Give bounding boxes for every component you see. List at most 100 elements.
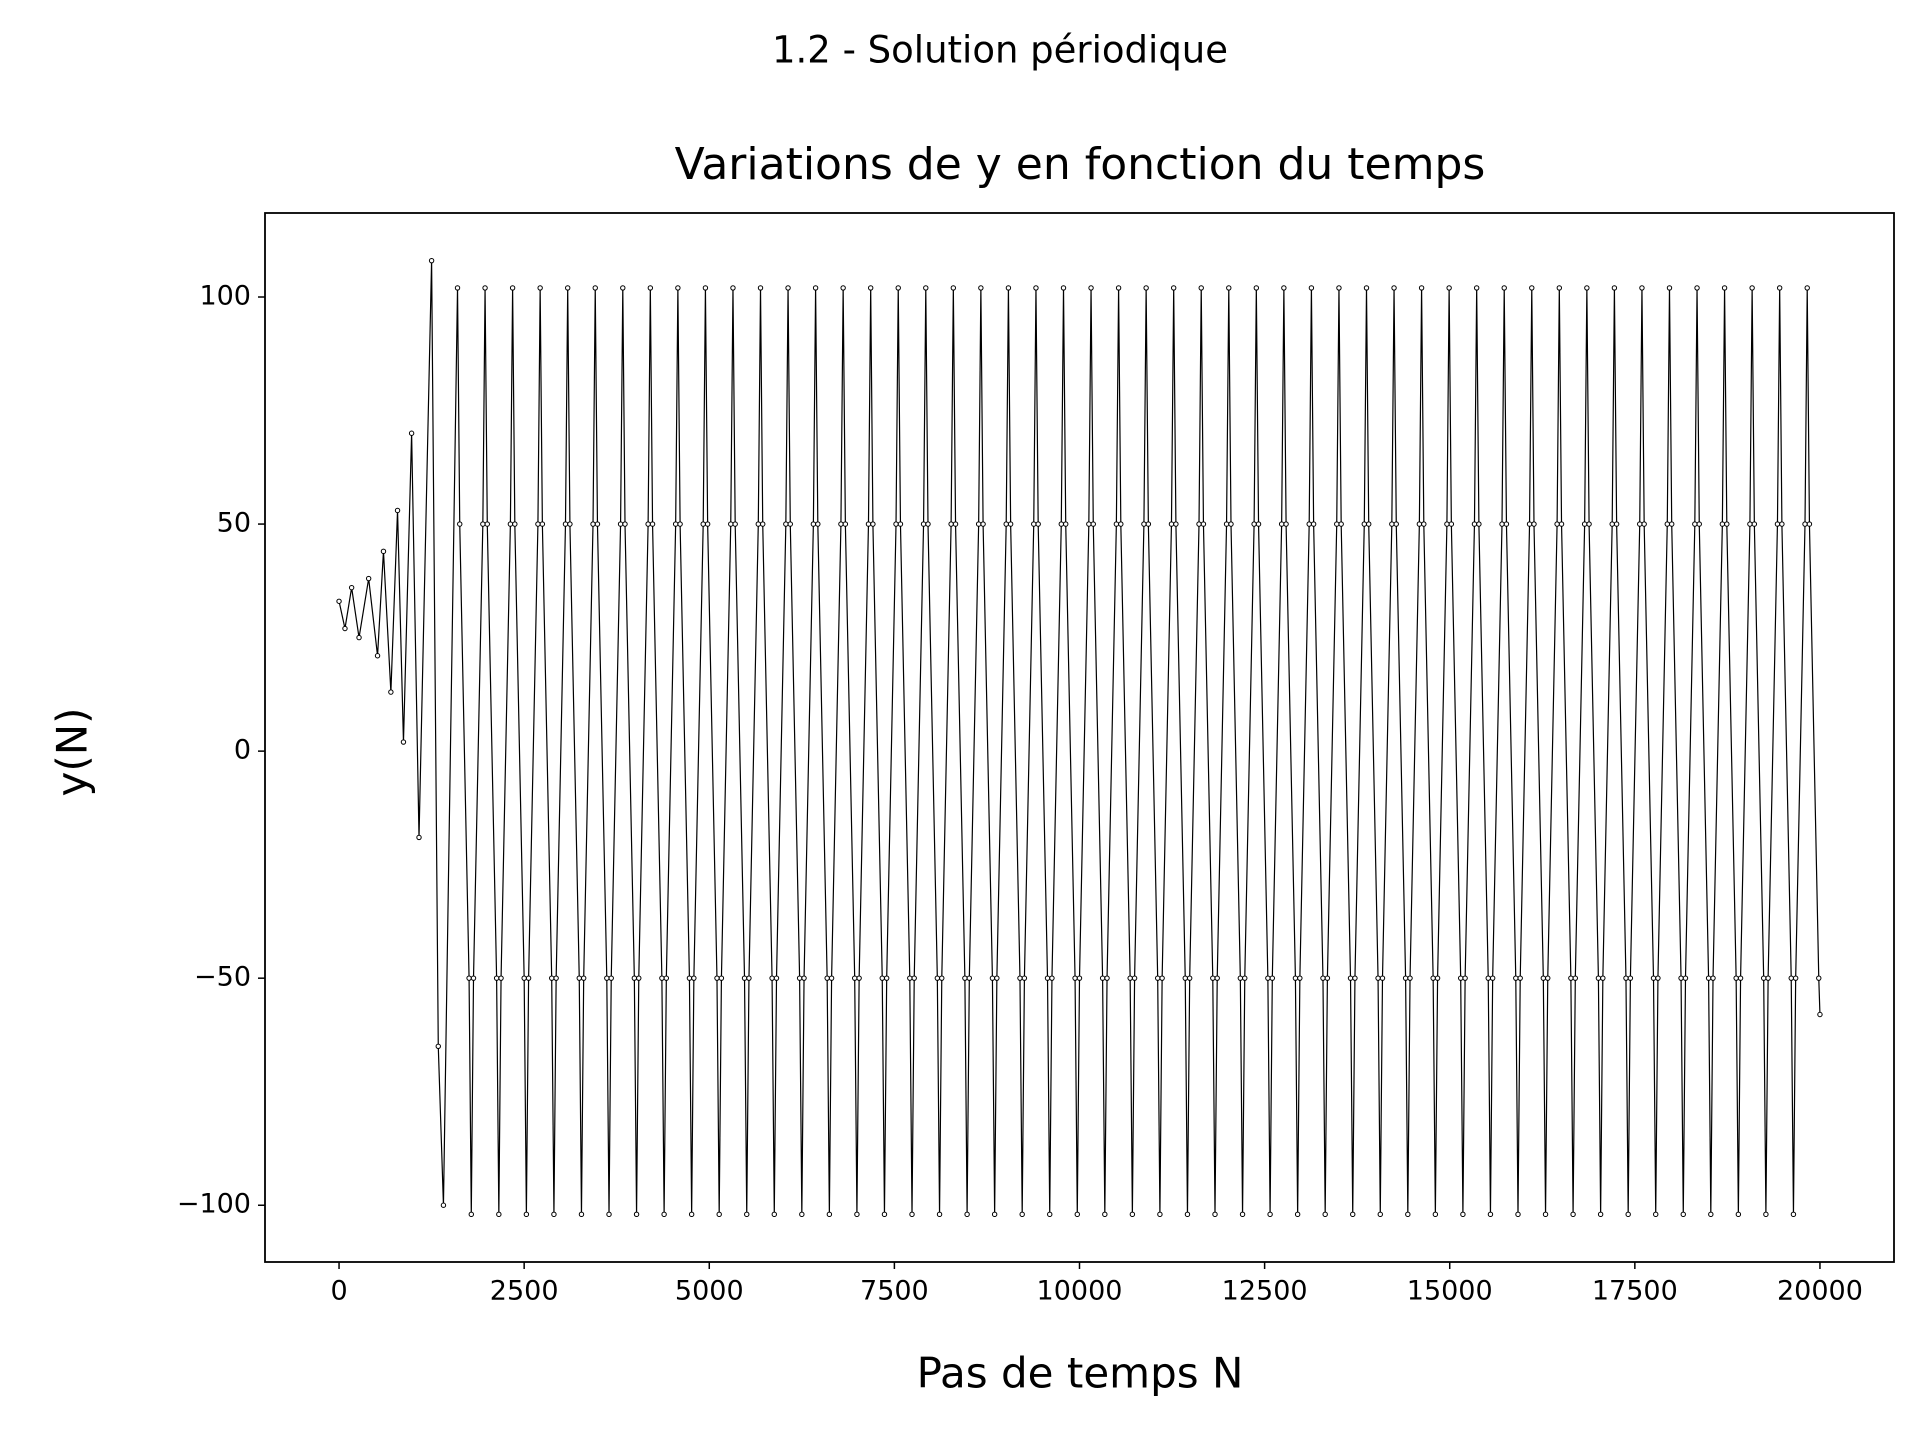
data-point	[1540, 975, 1547, 981]
data-point	[553, 975, 559, 981]
data-point	[1283, 521, 1289, 527]
data-point	[1102, 1211, 1108, 1218]
data-point	[1765, 975, 1771, 981]
data-point	[1751, 521, 1758, 527]
data-point	[1212, 1211, 1218, 1218]
data-point	[1664, 521, 1670, 527]
data-point	[380, 548, 387, 555]
data-point	[468, 1211, 474, 1218]
data-point	[1529, 285, 1535, 291]
data-point	[1267, 1211, 1273, 1218]
data-point	[865, 521, 872, 527]
data-point	[1131, 975, 1138, 981]
data-point	[1113, 521, 1120, 527]
data-point	[1499, 521, 1505, 527]
data-point	[1650, 975, 1657, 981]
data-point	[1088, 285, 1094, 291]
data-point	[1363, 285, 1370, 291]
data-point	[1237, 975, 1244, 981]
data-point	[883, 975, 890, 981]
data-point	[428, 257, 435, 264]
data-point	[1489, 975, 1496, 981]
data-point	[1609, 521, 1615, 527]
data-point	[482, 285, 488, 291]
data-point	[854, 1211, 860, 1218]
data-point	[356, 634, 362, 641]
data-point	[576, 975, 582, 981]
data-point	[881, 1211, 888, 1218]
data-point	[1278, 521, 1285, 527]
suptitle: 1.2 - Solution périodique	[772, 29, 1228, 72]
data-point	[1157, 1211, 1163, 1218]
data-point	[1310, 521, 1317, 527]
data-point	[645, 521, 651, 527]
data-point	[879, 975, 885, 981]
data-point	[801, 975, 807, 981]
data-point	[1118, 521, 1124, 527]
data-point	[1019, 1211, 1025, 1218]
data-point	[1076, 975, 1083, 981]
data-point	[567, 521, 573, 527]
data-point	[1379, 975, 1386, 981]
data-point	[512, 521, 518, 527]
data-point	[1802, 521, 1808, 527]
data-point	[647, 285, 654, 291]
data-point	[470, 975, 477, 981]
data-point	[493, 975, 500, 981]
data-point	[1021, 975, 1028, 981]
data-point	[1143, 285, 1149, 291]
data-point	[1788, 975, 1794, 981]
data-point	[1228, 521, 1234, 527]
data-point	[1653, 1211, 1659, 1218]
data-point	[1308, 285, 1315, 291]
data-point	[856, 975, 862, 981]
data-point	[1737, 975, 1744, 981]
data-point	[1526, 521, 1533, 527]
data-point	[1127, 975, 1133, 981]
data-point	[964, 1211, 970, 1218]
data-point	[416, 834, 422, 841]
data-point	[1007, 521, 1014, 527]
data-point	[507, 521, 514, 527]
data-point	[732, 521, 738, 527]
data-point	[1003, 521, 1009, 527]
data-point	[342, 625, 348, 632]
data-point	[1281, 285, 1287, 291]
data-point	[755, 521, 761, 527]
data-point	[783, 521, 789, 527]
data-point	[700, 521, 706, 527]
data-point	[1595, 975, 1602, 981]
data-point	[1366, 521, 1372, 527]
data-point	[1710, 975, 1716, 981]
data-point	[1145, 521, 1152, 527]
data-point	[608, 975, 614, 981]
data-point	[769, 975, 775, 981]
data-point	[633, 1211, 640, 1218]
data-point	[1044, 975, 1051, 981]
data-point	[622, 521, 628, 527]
data-point	[688, 1211, 695, 1218]
data-point	[1545, 975, 1551, 981]
data-point	[923, 285, 929, 291]
data-point	[523, 1211, 530, 1218]
data-point	[760, 521, 766, 527]
data-point	[1253, 285, 1260, 291]
series	[336, 257, 1823, 1218]
data-point	[1347, 975, 1354, 981]
data-point	[1448, 521, 1455, 527]
data-point	[1255, 521, 1262, 527]
data-point	[741, 975, 748, 981]
data-point	[1554, 521, 1560, 527]
x-tick-label: 0	[330, 1276, 347, 1307]
data-point	[1391, 285, 1397, 291]
data-point	[980, 521, 986, 527]
data-point	[1597, 1211, 1604, 1218]
data-point	[661, 1211, 667, 1218]
data-point	[1666, 285, 1673, 291]
data-point	[394, 507, 401, 514]
data-point	[1223, 521, 1230, 527]
data-point	[948, 521, 954, 527]
data-point	[1182, 975, 1188, 981]
data-point	[838, 521, 844, 527]
